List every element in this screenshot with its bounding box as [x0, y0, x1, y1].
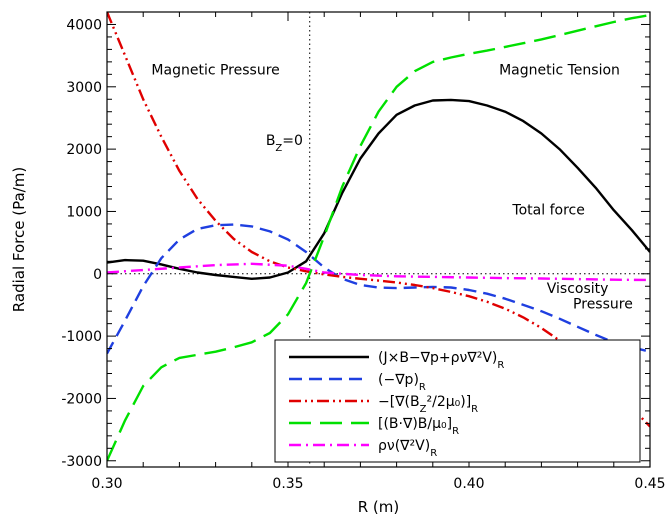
- annotation-pressure: Pressure: [573, 297, 633, 313]
- y-tick-label: 1000: [66, 204, 102, 220]
- legend: (J×B−∇p+ρν∇²V)R(−∇p)R−[∇(BZ²/2μ₀)]R[(B·∇…: [274, 339, 641, 463]
- series-group: [107, 12, 650, 462]
- y-axis-title: Radial Force (Pa/m): [10, 167, 28, 312]
- series-line-mag_pressure: [107, 12, 650, 428]
- legend-label-mag_tension: [(B·∇)B/μ₀]R: [378, 416, 459, 437]
- y-tick-label: 3000: [66, 80, 102, 96]
- series-line-viscosity: [107, 262, 650, 282]
- legend-box: [274, 339, 641, 463]
- series-line-pressure: [107, 223, 650, 355]
- legend-label-total: (J×B−∇p+ρν∇²V)R: [378, 350, 504, 371]
- x-tick-label: 0.30: [91, 476, 122, 492]
- annotation-viscosity: Viscosity: [547, 281, 609, 297]
- annotation-b-z-0: BZ=0: [266, 133, 303, 154]
- series-line-mag_tension: [107, 13, 650, 462]
- y-tick-label: 4000: [66, 17, 102, 33]
- y-tick-label: 2000: [66, 142, 102, 158]
- annotations: Magnetic Pressure Magnetic Tension BZ=0 Tot…: [151, 62, 632, 312]
- x-axis-title: R (m): [358, 498, 400, 516]
- axis-ticks: 0.30 0.35 0.40 0.45 -3000 -2000 -1000 0 1000 2000…: [61, 12, 666, 492]
- x-tick-label: 0.35: [272, 476, 303, 492]
- x-tick-label: 0.40: [453, 476, 484, 492]
- y-tick-label: 0: [93, 267, 102, 283]
- y-tick-label: -1000: [61, 329, 102, 345]
- annotation-magnetic-pressure: Magnetic Pressure: [151, 62, 279, 78]
- y-tick-label: -2000: [61, 391, 102, 407]
- x-tick-label: 0.45: [634, 476, 665, 492]
- legend-label-viscosity: ρν(∇²V)R: [378, 438, 437, 459]
- series-line-total: [107, 98, 650, 280]
- legend-label-pressure: (−∇p)R: [378, 372, 426, 393]
- annotation-total-force: Total force: [511, 203, 584, 219]
- annotation-magnetic-tension: Magnetic Tension: [499, 62, 620, 78]
- plot-frame: [106, 11, 651, 468]
- y-tick-label: -3000: [61, 454, 102, 470]
- legend-label-mag_pressure: −[∇(BZ²/2μ₀)]R: [378, 394, 478, 415]
